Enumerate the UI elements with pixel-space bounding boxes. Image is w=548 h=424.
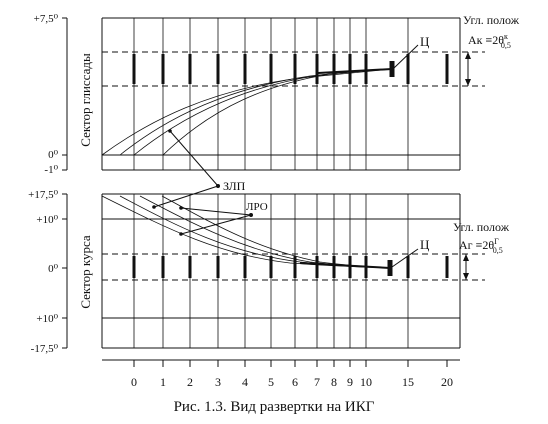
x-tick-label: 1 [160,375,166,389]
glide-label-minus: -1⁰ [44,164,58,176]
glide-sector-panel: +7,5⁰ 0⁰ -1⁰ Сектор глиссады [34,13,520,176]
x-tick-label: 5 [268,375,274,389]
figure-caption: Рис. 1.3. Вид развертки на ИКГ [173,399,375,415]
x-tick-label: 6 [292,375,298,389]
x-tick-label: 2 [187,375,193,389]
course-center-leader [391,248,419,268]
course-label-plus10: +10⁰ [36,214,58,226]
course-label-bottom: -17,5⁰ [31,343,59,355]
glide-center-leader [393,44,419,69]
x-tick-label: 9 [347,375,353,389]
lro-label: ЛРО [246,201,268,213]
glide-width-indicator [465,52,471,86]
glide-angle-label: Угл. полож [463,13,520,27]
course-formula: Aг ≡2θГ 0,5 [459,237,503,255]
glide-formula: Aк ≡2θк 0,5 [468,32,511,50]
course-centerline [299,262,391,269]
x-tick-label: 20 [441,375,453,389]
course-label-top: +17,5⁰ [28,189,58,201]
course-label-minus10: +10⁰ [36,313,58,325]
x-tick-label: 10 [360,375,372,389]
course-sector-label: Сектор курса [78,235,93,309]
course-sector-panel: +17,5⁰ +10⁰ 0⁰ +10⁰ -17,5⁰ Сектор курса [28,189,510,355]
glide-sector-marks [132,54,449,84]
glide-centerline [317,68,393,74]
zlp-annotation: ЗЛП [152,129,246,209]
glide-label-top: +7,5⁰ [34,13,59,25]
x-tick-label: 7 [314,375,320,389]
course-center-label: Ц [420,237,430,252]
course-label-zero: 0⁰ [48,263,59,275]
lro-annotation: ЛРО [179,201,268,236]
course-width-indicator [463,254,469,280]
course-sector-marks [132,256,449,278]
x-tick-label: 4 [242,375,248,389]
glide-sector-label: Сектор глиссады [78,53,93,147]
glide-grid-lines [133,18,409,170]
glide-label-zero: 0⁰ [48,149,59,161]
x-tick-label: 8 [331,375,337,389]
glide-center-label: Ц [420,34,430,49]
x-tick-label: 3 [215,375,221,389]
course-angle-label: Угл. полож [453,220,510,234]
x-axis: 0 1 2 3 4 5 6 7 8 9 10 15 20 [102,359,460,389]
zlp-label: ЗЛП [223,179,246,193]
x-tick-label: 15 [402,375,414,389]
x-tick-label: 0 [131,375,137,389]
